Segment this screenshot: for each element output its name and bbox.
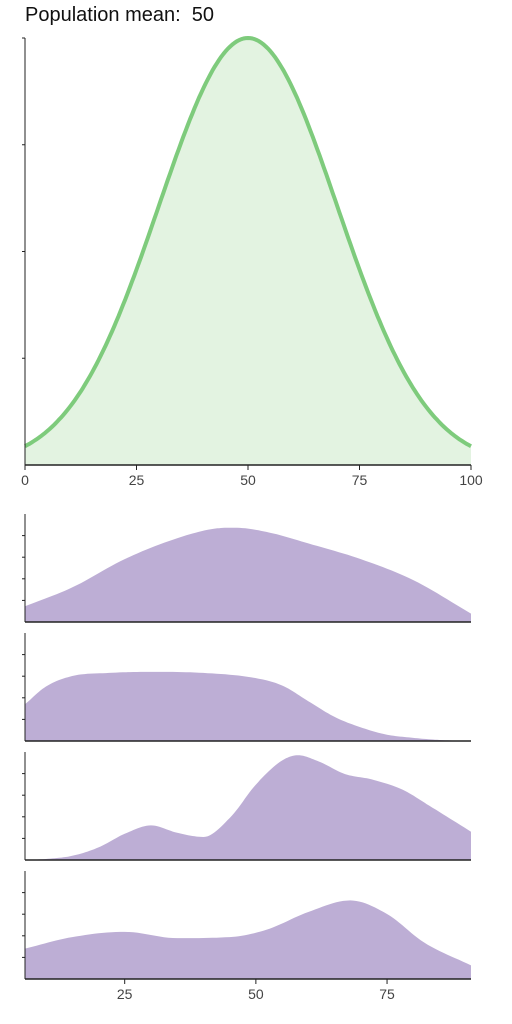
sample-x-tick-label: 50 <box>248 986 264 1002</box>
population-x-tick-label: 75 <box>352 472 368 488</box>
sample-2-density-area <box>25 671 471 741</box>
population-distribution-chart: 0 25 50 75 100 <box>21 36 483 488</box>
population-x-tick-label: 25 <box>129 472 145 488</box>
population-x-tick-label: 50 <box>240 472 256 488</box>
sample-4-density-area <box>25 900 471 979</box>
population-area-fill <box>25 38 471 465</box>
population-x-tick-label: 0 <box>21 472 29 488</box>
population-density-line <box>24 36 472 448</box>
sample-x-tick-label: 25 <box>117 986 133 1002</box>
population-x-tick-label: 100 <box>459 472 483 488</box>
sample-1-density-area <box>25 527 471 622</box>
sample-x-tick-label: 75 <box>379 986 395 1002</box>
sample-distributions-chart: 25 50 75 <box>22 514 471 1002</box>
sample-3-density-area <box>25 755 471 860</box>
population-mean-readout: Population mean: 50 <box>25 4 214 27</box>
population-mean-label: Population mean: <box>25 4 181 26</box>
population-mean-value: 50 <box>191 4 215 26</box>
